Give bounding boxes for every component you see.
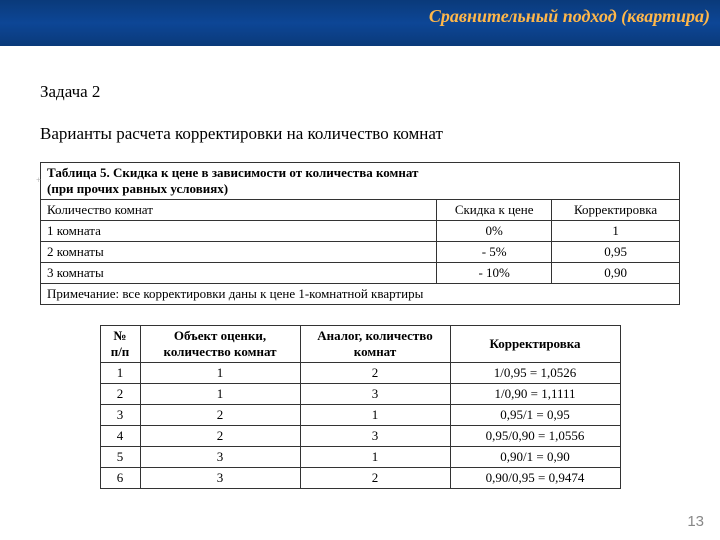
col-header: №п/п [100, 326, 140, 363]
cell: 2 [100, 384, 140, 405]
cell: 1 [100, 363, 140, 384]
cell: 2 [300, 468, 450, 489]
cell: 2 комнаты [41, 242, 437, 263]
col-header: Корректировка [552, 200, 680, 221]
cell: 3 [300, 384, 450, 405]
col-header: Скидка к цене [437, 200, 552, 221]
cell: 1 [140, 384, 300, 405]
cell: 3 [300, 426, 450, 447]
cell: 6 [100, 468, 140, 489]
cell: - 5% [437, 242, 552, 263]
table-discount: Таблица 5. Скидка к цене в зависимости о… [40, 162, 680, 305]
task-label: Задача 2 [40, 82, 680, 102]
table-row: 1 1 2 1/0,95 = 1,0526 [100, 363, 620, 384]
subtitle: Варианты расчета корректировки на количе… [40, 124, 680, 144]
col-header: Корректировка [450, 326, 620, 363]
table-header-row: №п/п Объект оценки, количество комнат Ан… [100, 326, 620, 363]
table-caption: Таблица 5. Скидка к цене в зависимости о… [41, 163, 680, 200]
table-note-row: Примечание: все корректировки даны к цен… [41, 284, 680, 305]
cell: 2 [140, 426, 300, 447]
col-header: Аналог, количество комнат [300, 326, 450, 363]
cell: 0,95/1 = 0,95 [450, 405, 620, 426]
header-band: Сравнительный подход (квартира) [0, 0, 720, 46]
table-row: 3 2 1 0,95/1 = 0,95 [100, 405, 620, 426]
cell: 3 [140, 447, 300, 468]
cell: - 10% [437, 263, 552, 284]
cell: 1 [552, 221, 680, 242]
caption-line2: (при прочих равных условиях) [47, 181, 228, 196]
cell: 4 [100, 426, 140, 447]
cell: 1 комната [41, 221, 437, 242]
cell: 1 [300, 447, 450, 468]
cell: 1/0,95 = 1,0526 [450, 363, 620, 384]
table-caption-row: Таблица 5. Скидка к цене в зависимости о… [41, 163, 680, 200]
page-number: 13 [687, 513, 704, 530]
col-header: Количество комнат [41, 200, 437, 221]
table-row: 3 комнаты - 10% 0,90 [41, 263, 680, 284]
corner-mark: + [36, 175, 41, 185]
cell: 3 комнаты [41, 263, 437, 284]
table-row: 4 2 3 0,95/0,90 = 1,0556 [100, 426, 620, 447]
cell: 0,95/0,90 = 1,0556 [450, 426, 620, 447]
caption-line1: Таблица 5. Скидка к цене в зависимости о… [47, 165, 418, 180]
table-row: 6 3 2 0,90/0,95 = 0,9474 [100, 468, 620, 489]
page-title: Сравнительный подход (квартира) [429, 6, 710, 27]
cell: 0,90 [552, 263, 680, 284]
table-row: 2 комнаты - 5% 0,95 [41, 242, 680, 263]
table-row: 2 1 3 1/0,90 = 1,1111 [100, 384, 620, 405]
content-area: Задача 2 Варианты расчета корректировки … [0, 46, 720, 489]
cell: 0% [437, 221, 552, 242]
cell: 0,95 [552, 242, 680, 263]
cell: 3 [100, 405, 140, 426]
table-row: 5 3 1 0,90/1 = 0,90 [100, 447, 620, 468]
table-note: Примечание: все корректировки даны к цен… [41, 284, 680, 305]
cell: 1 [140, 363, 300, 384]
cell: 3 [140, 468, 300, 489]
cell: 0,90/1 = 0,90 [450, 447, 620, 468]
table-correction: №п/п Объект оценки, количество комнат Ан… [100, 325, 621, 489]
cell: 2 [300, 363, 450, 384]
cell: 0,90/0,95 = 0,9474 [450, 468, 620, 489]
cell: 5 [100, 447, 140, 468]
table-row: 1 комната 0% 1 [41, 221, 680, 242]
col-header: Объект оценки, количество комнат [140, 326, 300, 363]
cell: 1 [300, 405, 450, 426]
cell: 1/0,90 = 1,1111 [450, 384, 620, 405]
cell: 2 [140, 405, 300, 426]
table-header-row: Количество комнат Скидка к цене Корректи… [41, 200, 680, 221]
